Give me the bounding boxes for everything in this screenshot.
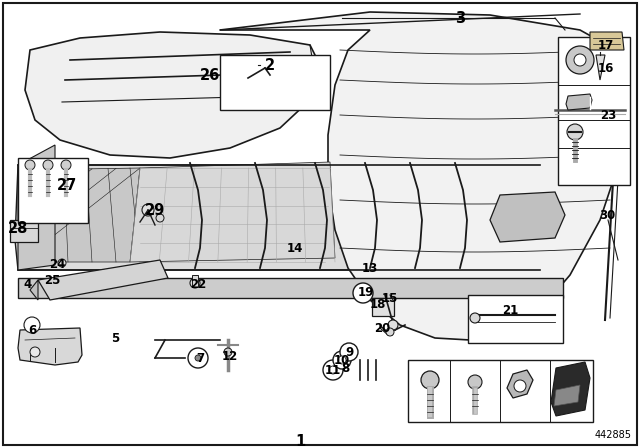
Circle shape — [61, 160, 71, 170]
Text: 3: 3 — [455, 10, 465, 26]
Circle shape — [340, 343, 358, 361]
Circle shape — [338, 356, 346, 364]
Text: 10: 10 — [334, 353, 350, 366]
Circle shape — [353, 283, 373, 303]
Circle shape — [333, 351, 351, 369]
Text: 20: 20 — [374, 322, 390, 335]
Text: 16: 16 — [598, 61, 614, 74]
Polygon shape — [38, 260, 168, 300]
Polygon shape — [130, 162, 335, 262]
Text: 24: 24 — [49, 258, 65, 271]
Text: 22: 22 — [190, 279, 206, 292]
Bar — [408, 360, 593, 422]
Text: 2: 2 — [265, 57, 275, 73]
Polygon shape — [20, 168, 140, 262]
Circle shape — [421, 371, 439, 389]
Text: 4: 4 — [24, 279, 32, 292]
Circle shape — [24, 317, 40, 333]
Text: 5: 5 — [111, 332, 119, 345]
Bar — [10, 220, 38, 242]
Polygon shape — [507, 370, 533, 398]
Text: 442885: 442885 — [595, 430, 632, 440]
Circle shape — [514, 380, 526, 392]
Circle shape — [574, 54, 586, 66]
Text: 15: 15 — [382, 292, 398, 305]
Text: 27: 27 — [57, 177, 77, 193]
Text: 6: 6 — [28, 323, 36, 336]
Bar — [18, 158, 88, 223]
Circle shape — [323, 360, 343, 380]
Polygon shape — [25, 32, 320, 158]
Text: 13: 13 — [362, 262, 378, 275]
Circle shape — [188, 348, 208, 368]
Text: 18: 18 — [370, 298, 386, 311]
Text: 7: 7 — [196, 352, 204, 365]
Polygon shape — [554, 385, 580, 406]
Bar — [372, 298, 394, 316]
Circle shape — [190, 278, 200, 288]
Circle shape — [566, 46, 594, 74]
Polygon shape — [18, 145, 55, 270]
Polygon shape — [30, 280, 38, 300]
Circle shape — [43, 160, 53, 170]
Circle shape — [224, 348, 232, 356]
Text: 14: 14 — [287, 241, 303, 254]
Text: 29: 29 — [145, 202, 165, 217]
Text: 12: 12 — [222, 350, 238, 363]
Bar — [558, 37, 630, 185]
Circle shape — [142, 204, 154, 216]
Bar — [18, 278, 563, 298]
Bar — [192, 275, 198, 287]
Text: 25: 25 — [44, 273, 60, 287]
Text: 30: 30 — [599, 208, 615, 221]
Circle shape — [30, 347, 40, 357]
Text: 21: 21 — [502, 303, 518, 316]
Bar — [468, 295, 563, 343]
Polygon shape — [15, 165, 570, 270]
Text: 9: 9 — [345, 345, 353, 358]
Polygon shape — [566, 94, 592, 110]
Circle shape — [156, 214, 164, 222]
Circle shape — [388, 320, 398, 330]
Circle shape — [25, 160, 35, 170]
Circle shape — [58, 259, 66, 267]
Circle shape — [195, 355, 201, 361]
Polygon shape — [490, 192, 565, 242]
Text: 26: 26 — [200, 68, 220, 82]
Circle shape — [329, 366, 337, 374]
Circle shape — [567, 124, 583, 140]
Text: 17: 17 — [598, 39, 614, 52]
Text: 1: 1 — [295, 434, 305, 448]
Polygon shape — [18, 328, 82, 365]
Polygon shape — [220, 12, 628, 340]
Text: 23: 23 — [600, 108, 616, 121]
Circle shape — [468, 375, 482, 389]
Text: 19: 19 — [358, 287, 374, 300]
Polygon shape — [551, 362, 590, 416]
Text: 8: 8 — [341, 362, 349, 375]
Bar — [220, 55, 330, 110]
Text: 11: 11 — [325, 363, 341, 376]
Circle shape — [470, 313, 480, 323]
Polygon shape — [596, 55, 605, 80]
Polygon shape — [590, 32, 624, 50]
Circle shape — [386, 328, 394, 336]
Text: 28: 28 — [8, 220, 28, 236]
